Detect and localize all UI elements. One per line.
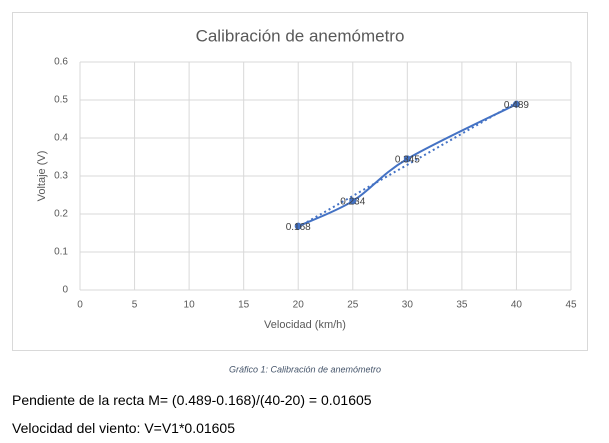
y-tick-label: 0.6	[54, 57, 68, 68]
caption: Gráfico 1: Calibración de anemómetro	[229, 364, 381, 374]
x-tick-label: 20	[293, 300, 305, 311]
x-tick-label: 40	[511, 300, 523, 311]
x-tick-label: 25	[347, 300, 359, 311]
paragraph: Velocidad del viento: V=V1*0.01605	[12, 420, 236, 436]
x-tick-label: 0	[77, 300, 83, 311]
series-line	[297, 103, 517, 228]
x-tick-label: 10	[184, 300, 196, 311]
y-tick-label: 0.3	[54, 171, 68, 182]
x-tick-label: 45	[565, 300, 577, 311]
x-tick-label: 15	[238, 300, 250, 311]
data-label: 0.168	[286, 222, 311, 233]
trendline	[297, 101, 517, 228]
y-tick-label: 0	[62, 285, 68, 296]
y-tick-label: 0.4	[54, 133, 68, 144]
marker	[349, 197, 357, 205]
y-tick-label: 0.5	[54, 95, 68, 106]
chart-frame	[12, 12, 588, 351]
data-label: 0.489	[504, 100, 529, 111]
x-tick-label: 5	[132, 300, 138, 311]
x-tick-label: 30	[402, 300, 414, 311]
paragraph: Pendiente de la recta M= (0.489-0.168)/(…	[12, 392, 372, 408]
data-label: 0.234	[340, 197, 365, 208]
marker	[512, 100, 520, 108]
x-tick-label: 35	[456, 300, 468, 311]
marker	[403, 155, 411, 163]
chart-title: Calibración de anemómetro	[196, 26, 405, 45]
y-tick-label: 0.2	[54, 209, 68, 220]
y-tick-label: 0.1	[54, 247, 68, 258]
x-axis-label: Velocidad (km/h)	[264, 319, 346, 331]
y-axis-label: Voltaje (V)	[36, 151, 48, 202]
data-label: 0.345	[395, 155, 420, 166]
marker	[294, 222, 302, 230]
